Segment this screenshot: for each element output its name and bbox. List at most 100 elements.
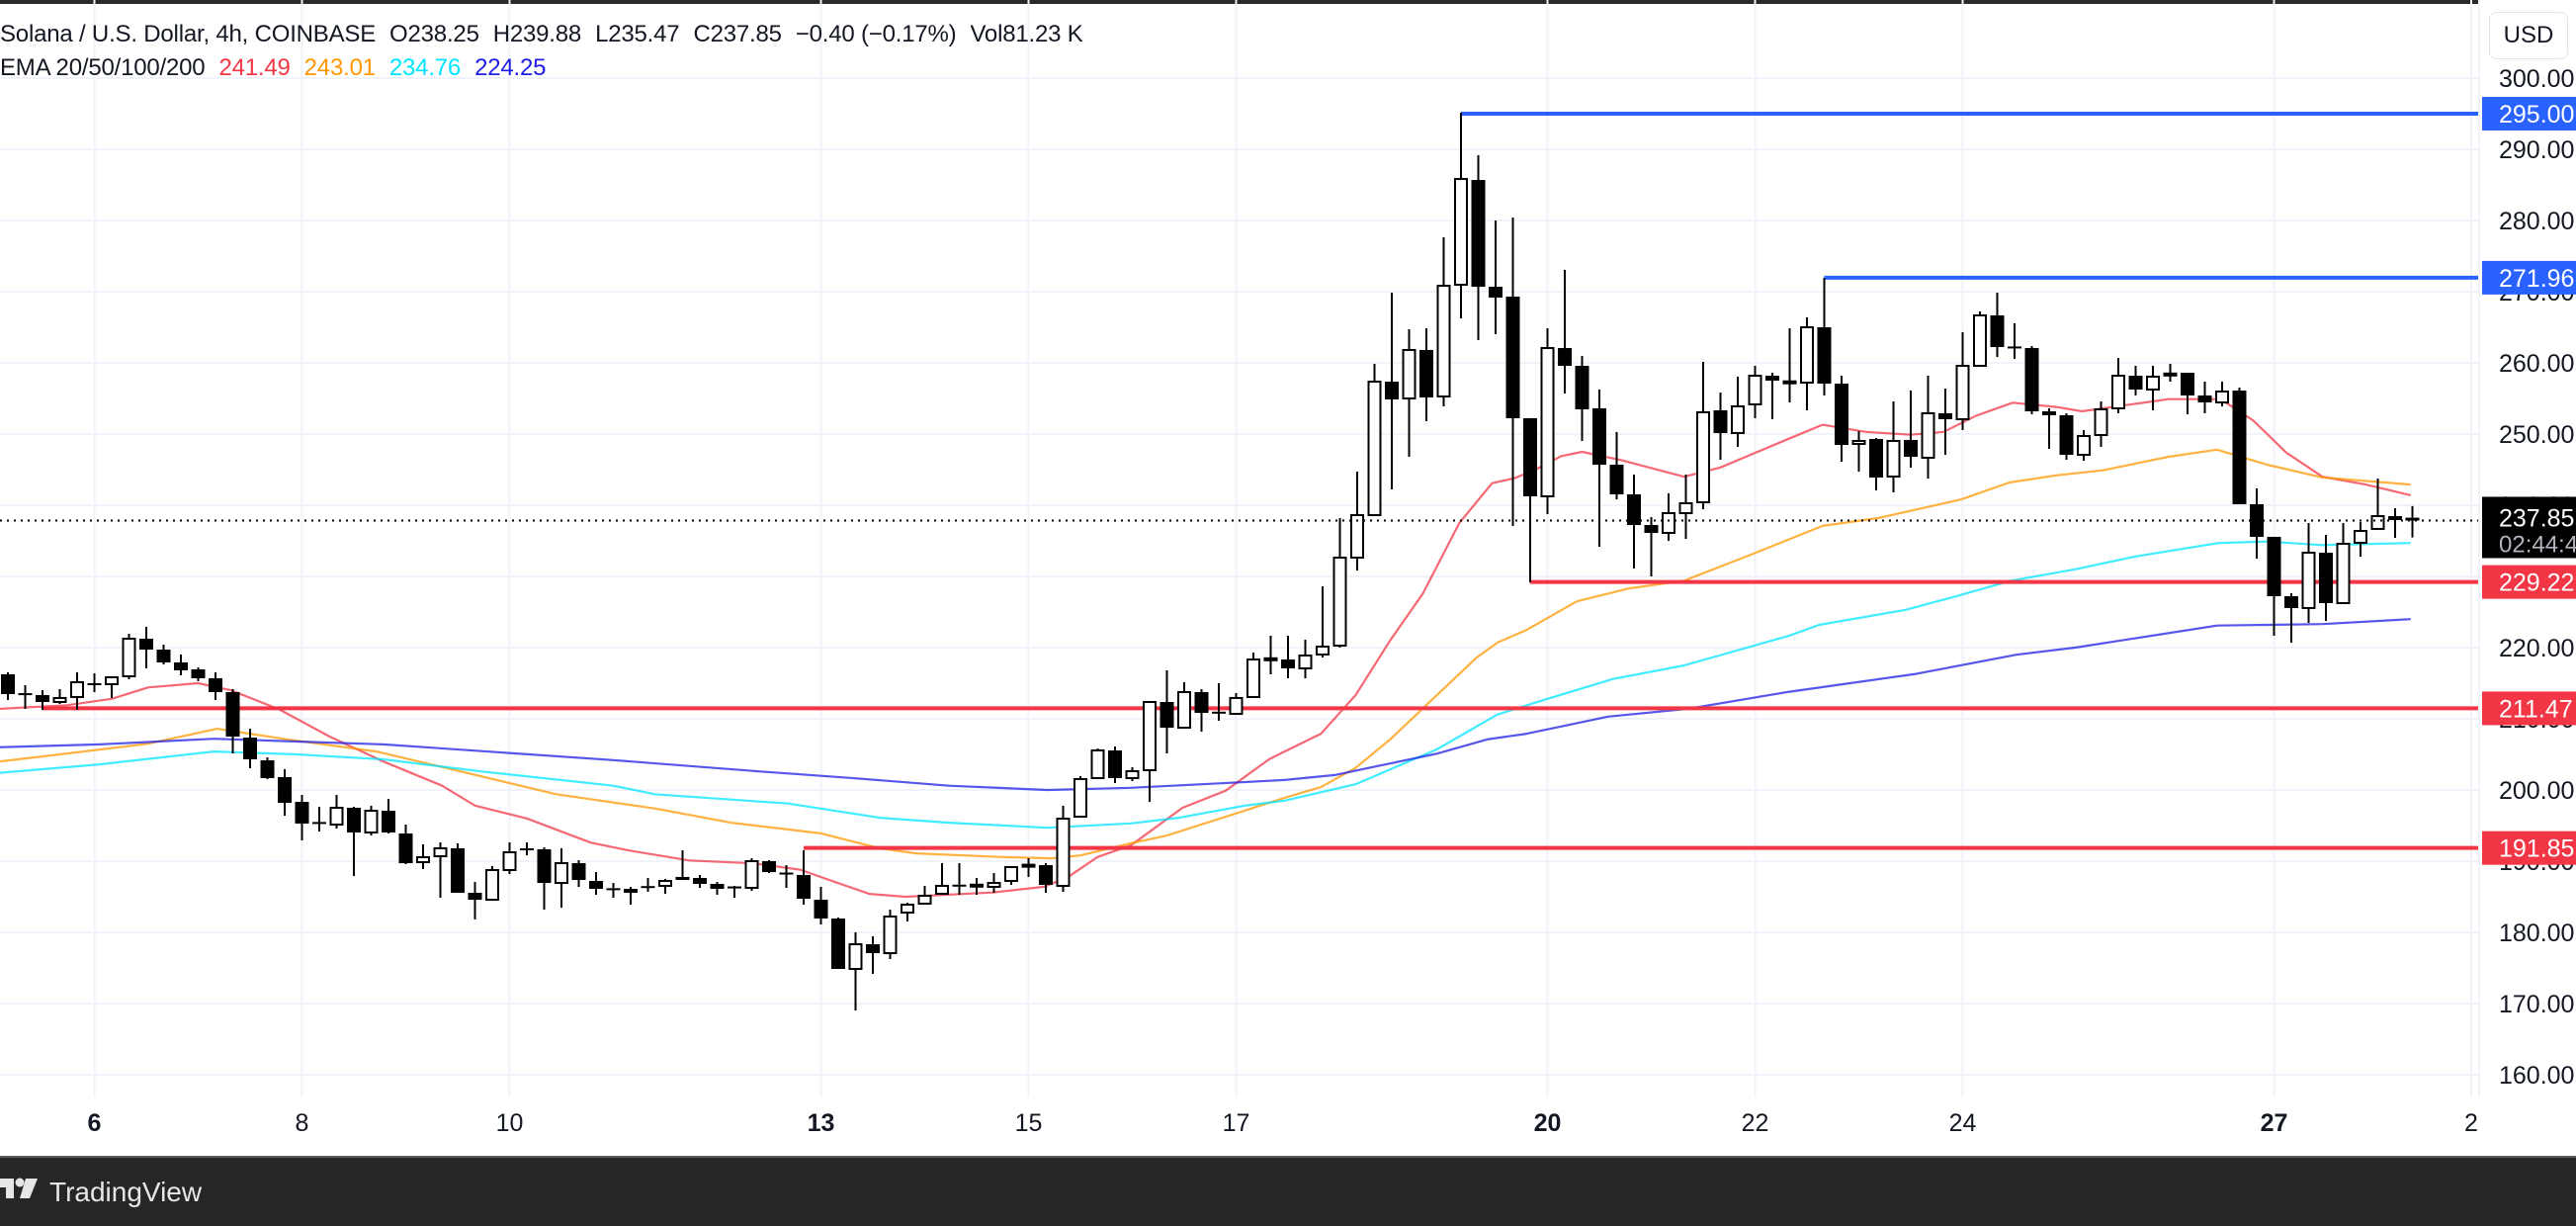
candle [2042, 408, 2056, 449]
candle [520, 841, 534, 856]
candle [1246, 652, 1260, 698]
candle [814, 886, 828, 925]
candle [1143, 701, 1157, 803]
candle [1056, 805, 1071, 893]
candle [1678, 474, 1693, 539]
price-tick-label: 160.00 [2499, 1062, 2574, 1090]
candle [848, 932, 863, 1010]
candle [1039, 863, 1053, 893]
level-price-badge[interactable] [2482, 831, 2576, 865]
candle [710, 882, 725, 895]
candle [1489, 220, 1503, 334]
ema-legend-row: EMA 20/50/100/200 241.49 243.01 234.76 2… [0, 51, 1083, 85]
price-tick-label: 260.00 [2499, 350, 2574, 378]
candle [105, 676, 119, 698]
candle [87, 672, 102, 692]
time-tick-label: 8 [296, 1109, 309, 1137]
footer-bar: TradingView [0, 1156, 2576, 1226]
candle [1021, 857, 1036, 877]
level-price-badge[interactable] [2482, 260, 2576, 295]
candle [468, 882, 482, 920]
candle [2388, 508, 2402, 538]
level-price-badge[interactable] [2482, 565, 2576, 599]
candle [1073, 776, 1087, 819]
candle [641, 877, 655, 893]
horizontal-levels[interactable] [43, 112, 2479, 850]
candle [502, 841, 517, 875]
candle [2128, 366, 2143, 395]
candle [1505, 217, 1520, 527]
volume-value: Vol81.23 K [970, 21, 1083, 47]
ema100-line [0, 540, 2411, 830]
candle [1471, 154, 1486, 341]
candle [433, 841, 448, 899]
candle [2232, 387, 2247, 504]
candle [2336, 523, 2351, 604]
candle [2354, 521, 2367, 557]
candle [935, 863, 949, 895]
candle [312, 806, 326, 832]
currency-button[interactable]: USD [2489, 12, 2568, 59]
candlesticks [1, 112, 2420, 1010]
symbol-title[interactable]: Solana / U.S. Dollar, 4h, COINBASE [0, 21, 377, 47]
candle [1644, 517, 1659, 576]
price-chart[interactable]: 300.00290.00280.00270.00260.00250.00240.… [0, 0, 2576, 1156]
candle [1298, 640, 1313, 679]
time-tick-label: 20 [1534, 1109, 1562, 1137]
candle [295, 794, 309, 840]
ema200-value: 224.25 [474, 54, 547, 81]
svg-text:271.96: 271.96 [2499, 265, 2574, 293]
candle [2197, 382, 2212, 413]
tradingview-logo-icon [0, 1176, 40, 1208]
time-tick-label: 17 [1223, 1109, 1250, 1137]
candle [1662, 492, 1675, 541]
ema-label[interactable]: EMA 20/50/100/200 [0, 54, 206, 81]
candle [2267, 536, 2281, 636]
price-tick-label: 300.00 [2499, 65, 2574, 93]
candle [1212, 683, 1226, 722]
level-price-badge[interactable] [2482, 97, 2576, 131]
svg-text:191.85: 191.85 [2499, 835, 2574, 863]
ema50-line [0, 448, 2411, 860]
price-tick-label: 200.00 [2499, 777, 2574, 805]
candle [2094, 401, 2108, 448]
candle [1194, 688, 1209, 733]
candle [1592, 390, 1606, 547]
candle [416, 844, 430, 869]
low-value: L235.47 [595, 21, 680, 47]
candle [1627, 474, 1641, 569]
candle [398, 824, 413, 865]
candle [1835, 376, 1848, 463]
candle [1402, 329, 1417, 457]
candle [364, 805, 379, 836]
time-tick-label: 27 [2261, 1109, 2288, 1137]
candle [797, 849, 811, 905]
candle [1731, 376, 1745, 448]
level-price-badge[interactable] [2482, 691, 2576, 726]
candle [589, 872, 603, 895]
candle [2077, 429, 2091, 461]
high-value: H239.88 [492, 21, 582, 47]
candle [1558, 269, 1572, 394]
candle [1782, 328, 1797, 403]
price-axis[interactable]: 300.00290.00280.00270.00260.00250.00240.… [2478, 0, 2576, 1156]
candle [1108, 746, 1122, 784]
time-tick-label: 10 [496, 1109, 524, 1137]
candle [1263, 635, 1278, 674]
candle [1350, 472, 1364, 571]
candle [883, 910, 898, 959]
time-tick-label: 22 [1742, 1109, 1769, 1137]
price-tick-label: 180.00 [2499, 920, 2574, 947]
time-tick-label: 24 [1949, 1109, 1977, 1137]
tradingview-wordmark: TradingView [49, 1176, 203, 1207]
open-value: O238.25 [389, 21, 479, 47]
svg-text:211.47: 211.47 [2499, 695, 2573, 723]
price-tick-label: 280.00 [2499, 208, 2574, 235]
tradingview-brand[interactable]: TradingView [0, 1176, 202, 1208]
candle [139, 626, 153, 669]
candle [1955, 331, 1970, 430]
candle [537, 847, 552, 911]
time-axis[interactable]: 6 8 10 13 15 17 20 22 24 27 2 [88, 1109, 2478, 1137]
candle [243, 729, 257, 768]
candle [70, 671, 84, 710]
